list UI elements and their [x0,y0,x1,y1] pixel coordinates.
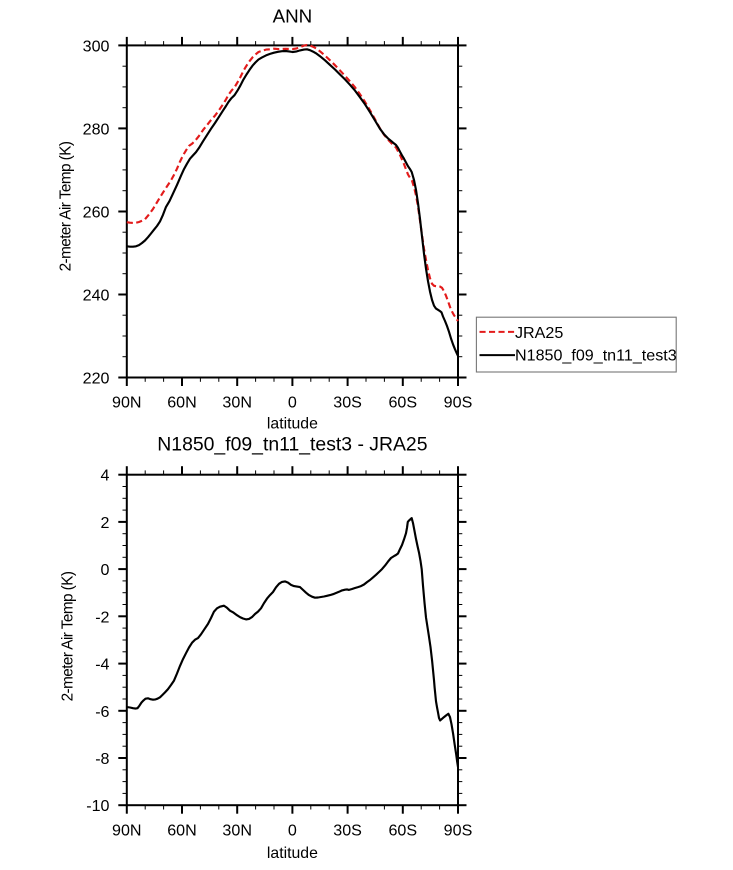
svg-text:30N: 30N [222,822,252,840]
svg-text:60S: 60S [388,822,417,840]
svg-text:latitude: latitude [267,416,318,433]
svg-text:90S: 90S [444,394,473,412]
svg-text:0: 0 [288,394,297,412]
svg-text:2-meter Air Temp (K): 2-meter Air Temp (K) [60,571,77,701]
svg-text:latitude: latitude [267,845,318,862]
svg-text:2-meter Air Temp (K): 2-meter Air Temp (K) [58,141,75,271]
svg-text:-2: -2 [95,608,109,626]
svg-text:60N: 60N [167,394,197,412]
svg-text:4: 4 [101,467,110,485]
svg-text:260: 260 [83,204,110,222]
svg-text:ANN: ANN [273,6,313,27]
svg-text:N1850_f09_tn11_test3 - JRA25: N1850_f09_tn11_test3 - JRA25 [157,433,427,455]
svg-text:240: 240 [83,287,110,305]
svg-text:0: 0 [101,561,110,579]
svg-text:30N: 30N [222,394,252,412]
svg-text:-10: -10 [86,797,109,815]
svg-text:30S: 30S [333,394,362,412]
svg-text:-4: -4 [95,656,109,674]
svg-text:220: 220 [83,370,110,388]
svg-text:90N: 90N [112,822,142,840]
svg-text:90N: 90N [112,394,142,412]
svg-text:60S: 60S [388,394,417,412]
svg-text:30S: 30S [333,822,362,840]
svg-text:-6: -6 [95,703,109,721]
svg-text:60N: 60N [167,822,197,840]
svg-text:N1850_f09_tn11_test3: N1850_f09_tn11_test3 [515,346,677,364]
svg-text:300: 300 [83,37,110,55]
svg-text:2: 2 [101,514,110,532]
svg-text:280: 280 [83,120,110,138]
svg-text:-8: -8 [95,750,109,768]
svg-text:JRA25: JRA25 [515,324,563,342]
svg-text:90S: 90S [444,822,473,840]
svg-text:0: 0 [288,822,297,840]
